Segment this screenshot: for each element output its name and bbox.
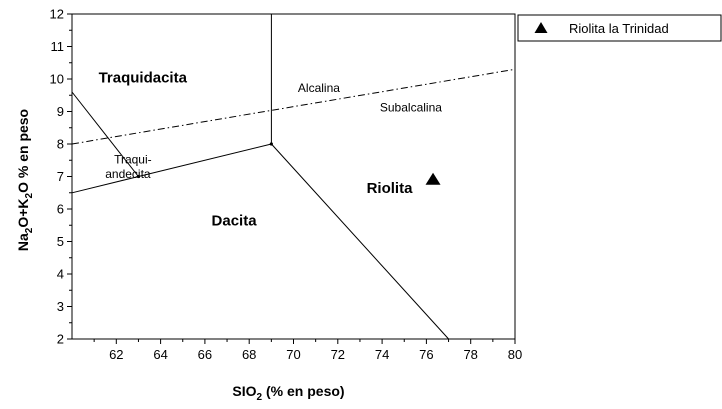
legend-box: [517, 14, 722, 42]
y-tick-label-9: 9: [57, 104, 64, 119]
region-label-1: Dacita: [212, 212, 258, 229]
x-axis-title: SIO2 (% en peso): [232, 383, 344, 403]
y-tick-label-12: 12: [50, 7, 64, 22]
legend: Riolita la Trinidad: [517, 14, 722, 42]
legend-label: Riolita la Trinidad: [569, 21, 669, 36]
x-axis: 62 64 66 68 70 72 74 76 78 80: [93, 339, 522, 362]
x-tick-label-70: 70: [286, 347, 300, 362]
y-tick-label-2: 2: [57, 332, 64, 347]
data-points: [425, 172, 441, 185]
region-labels: Traquidacita Dacita Riolita Alcalina Subalca…: [99, 69, 443, 229]
x-tick-label-76: 76: [419, 347, 433, 362]
x-tick-label-78: 78: [463, 347, 477, 362]
x-axis-title-main: SIO: [232, 383, 256, 399]
x-tick-label-64: 64: [153, 347, 167, 362]
x-axis-title-rest: (% en peso): [262, 383, 344, 399]
y-axis-title-part-1: 2: [24, 227, 35, 233]
y-axis-title-part-0: Na: [15, 233, 31, 251]
legend-triangle-marker: [534, 22, 548, 33]
y-tick-label-6: 6: [57, 202, 64, 217]
y-tick-label-10: 10: [50, 72, 64, 87]
boundary-vertex-0: [136, 174, 141, 179]
region-label-3: Alcalina: [298, 81, 340, 95]
y-axis: 2 3 4 5 6 7 8 9 10 11 12: [50, 7, 72, 347]
classification-boundaries: [71, 14, 516, 340]
boundary-line-1: [71, 143, 272, 194]
x-tick-label-68: 68: [242, 347, 256, 362]
y-tick-label-8: 8: [57, 137, 64, 152]
boundary-line-4: [71, 68, 516, 145]
region-label-2: Riolita: [367, 180, 413, 197]
y-tick-label-3: 3: [57, 299, 64, 314]
data-point-triangle-0-0: [425, 172, 441, 185]
y-tick-label-5: 5: [57, 234, 64, 249]
region-label-0: Traquidacita: [99, 69, 188, 86]
x-axis-title-sub: 2: [257, 392, 263, 403]
y-axis-title-part-3: 2: [24, 192, 35, 198]
x-tick-label-80: 80: [508, 347, 522, 362]
boundary-vertex-1: [269, 142, 273, 146]
y-axis-title-part-4: O % en peso: [15, 109, 31, 193]
x-tick-label-62: 62: [109, 347, 123, 362]
x-tick-label-66: 66: [198, 347, 212, 362]
region-label-4: Subalcalina: [380, 101, 442, 115]
y-tick-label-4: 4: [57, 267, 64, 282]
boundary-line-3: [271, 143, 449, 340]
y-tick-label-11: 11: [51, 39, 65, 54]
x-tick-label-72: 72: [331, 347, 345, 362]
region-label-5: Traqui-: [114, 153, 152, 167]
region-label-6: andecita: [105, 167, 151, 181]
boundary-line-0: [71, 91, 139, 177]
y-axis-title-part-2: O+K: [15, 198, 31, 227]
x-tick-label-74: 74: [375, 347, 389, 362]
y-tick-label-7: 7: [57, 169, 64, 184]
y-axis-title: Na2O+K2O % en peso: [15, 109, 35, 251]
